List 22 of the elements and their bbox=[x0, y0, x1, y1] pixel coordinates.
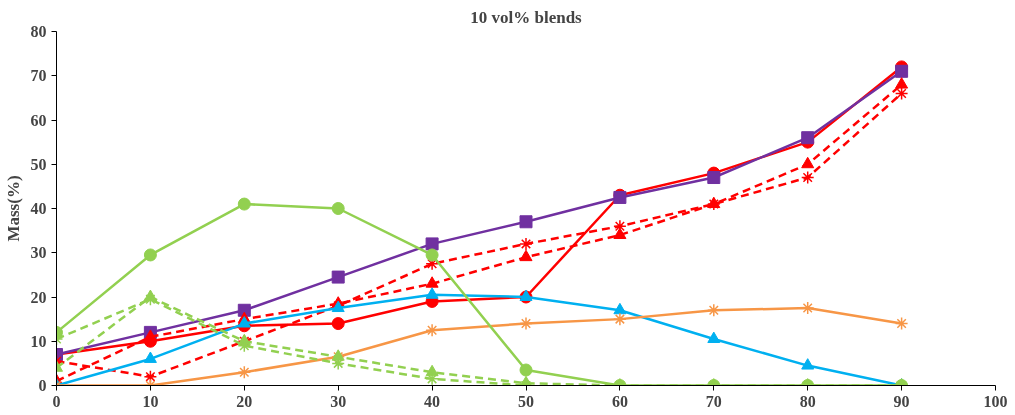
x-tick-label: 90 bbox=[893, 392, 910, 410]
x-tick-label: 70 bbox=[705, 392, 722, 410]
y-tick-label: 30 bbox=[30, 244, 47, 262]
x-tick-label: 0 bbox=[52, 392, 61, 410]
y-tick-label: 70 bbox=[30, 67, 47, 85]
x-tick-label: 20 bbox=[236, 392, 253, 410]
x-tick-label: 40 bbox=[424, 392, 441, 410]
y-tick-label: 80 bbox=[30, 23, 47, 40]
y-axis-title: Mass(%) bbox=[3, 175, 23, 242]
y-tick-label: 0 bbox=[38, 377, 47, 394]
y-tick-label: 60 bbox=[30, 111, 47, 129]
x-tick-label: 100 bbox=[983, 392, 1008, 410]
x-tick-label: 30 bbox=[330, 392, 347, 410]
y-tick-label: 50 bbox=[30, 155, 47, 173]
x-tick-label: 10 bbox=[142, 392, 159, 410]
x-tick-label: 60 bbox=[611, 392, 628, 410]
x-tick-label: 80 bbox=[799, 392, 816, 410]
chart-title: 10 vol% blends bbox=[470, 7, 583, 27]
y-tick-label: 10 bbox=[30, 332, 47, 350]
y-tick-label: 40 bbox=[30, 200, 47, 217]
x-tick-label: 50 bbox=[518, 392, 534, 410]
y-tick-label: 20 bbox=[30, 288, 47, 306]
